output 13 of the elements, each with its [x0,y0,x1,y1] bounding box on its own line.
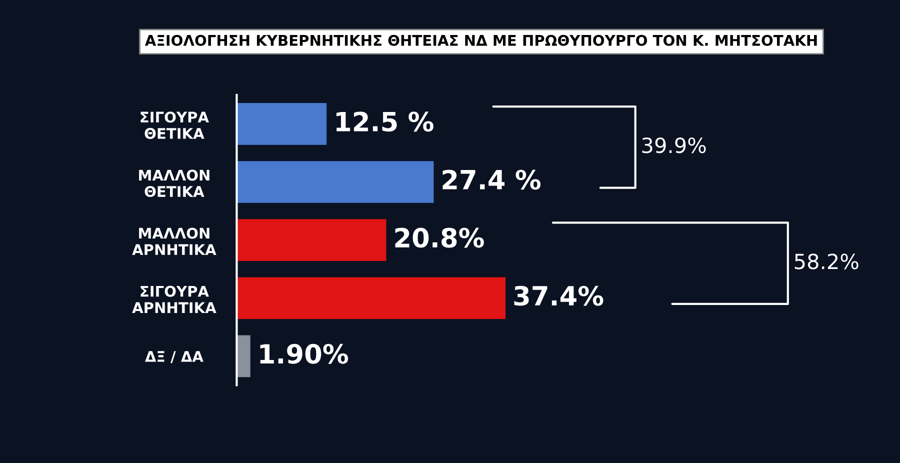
data-label: 20.8% [395,228,484,248]
chart-title: ΑΞΙΟΛΟΓΗΣΗ ΚΥΒΕΡΝΗΤΙΚΗΣ ΘΗΤΕΙΑΣ ΝΔ ΜΕ ΠΡΩΘΥΠΟΥΡΓΟ ΤΟΝ Κ. ΜΗΤΣΟΤΑΚΗ [144,34,817,46]
data-label: 1.90% [260,344,348,364]
data-label: 27.4 % [442,170,541,190]
data-label: 37.4% [514,286,604,306]
y-tick-label: ΣΙΓΟΥΡΑ ΘΕΤΙΚΑ [140,112,209,139]
data-label: 12.5 % [336,112,434,132]
text: 39.9% [642,137,706,154]
y-tick-label: ΔΞ / ΔΑ [144,351,204,364]
y-tick-label: ΜΑΛΛΟΝ ΘΕΤΙΚΑ [139,170,210,198]
y-tick-label: ΣΙΓΟΥΡΑ ΑΡΝΗΤΙΚΑ [132,286,216,313]
y-tick-label: ΜΑΛΛΟΝ ΑΡΝΗΤΙΚΑ [132,228,216,255]
text: 58.2% [794,254,858,270]
